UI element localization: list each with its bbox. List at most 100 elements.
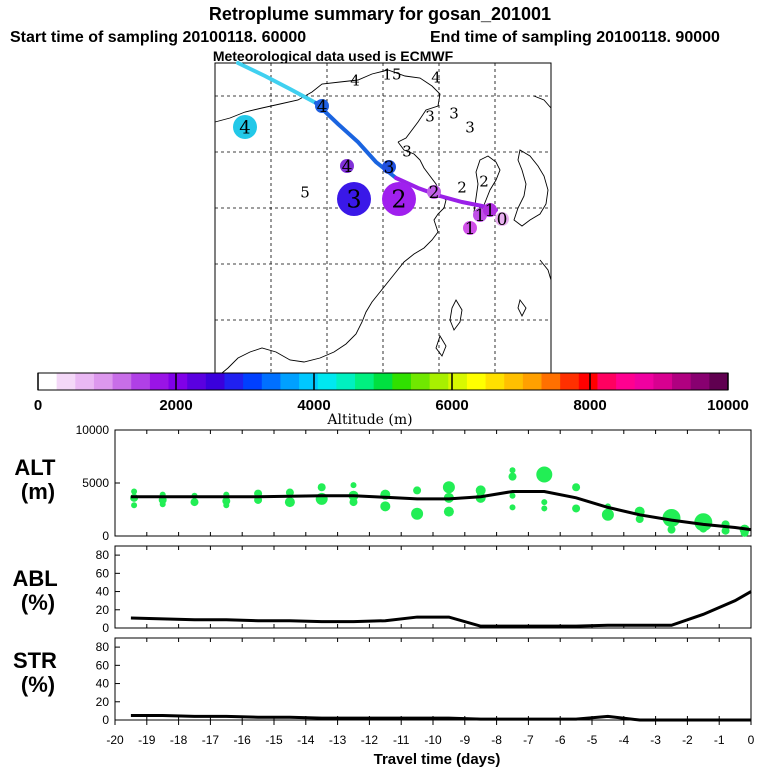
alt-scatter-point	[740, 528, 749, 537]
alt-scatter-point	[190, 498, 199, 507]
trajectory-point-label: 4	[342, 157, 353, 177]
time-series-panels: 0 5000 10000 0 20 40 60 80 0 20 40 60 80 ALT (m) A…	[13, 423, 755, 768]
str-line	[130, 713, 751, 722]
alt-scatter-point	[541, 505, 548, 512]
colorbar-swatch	[299, 373, 319, 390]
alt-scatter-point	[159, 501, 166, 508]
figure-title: Retroplume summary for gosan_201001	[209, 4, 551, 24]
alt-scatter-point	[475, 485, 486, 496]
colorbar-swatch	[149, 373, 170, 390]
colorbar-swatch	[448, 373, 468, 390]
trajectory-point-label: 1	[485, 201, 496, 221]
trajectory-point-label: 3	[425, 107, 435, 125]
x-tick-label: -17	[202, 733, 220, 747]
alt-scatter-point	[285, 488, 294, 497]
trajectory-point-marker	[427, 185, 441, 199]
colorbar-swatch	[317, 373, 337, 390]
y-tick-label: 5000	[82, 476, 109, 490]
y-tick-label: 60	[96, 566, 110, 580]
alt-scatter-point	[317, 483, 326, 492]
alt-scatter-point	[699, 524, 708, 533]
trajectory-path-segment-upper	[236, 61, 318, 105]
trajectory-point-label: 4	[317, 97, 328, 117]
alt-scatter-point	[131, 488, 138, 495]
trajectory-point-label: 4	[431, 68, 441, 86]
trajectory-point-label: 0	[497, 210, 508, 230]
colorbar-swatch	[672, 373, 692, 390]
trajectory-point-label: 4	[350, 71, 360, 89]
x-tick-label: -14	[297, 733, 315, 747]
x-tick-label: -7	[523, 733, 534, 747]
trajectory-point-marker	[463, 221, 477, 235]
colorbar-tick-label: 2000	[159, 397, 192, 414]
alt-scatter-point	[572, 483, 581, 492]
colorbar-ticks: 0 2000 4000 6000 8000 10000	[34, 373, 749, 414]
y-tick-label: 0	[102, 529, 109, 543]
colorbar-tick-label: 0	[34, 397, 42, 414]
x-tick-label: -4	[618, 733, 629, 747]
str-axis-label: STR (%)	[13, 648, 63, 697]
alt-scatter-point	[721, 526, 730, 535]
y-tick-label: 20	[96, 603, 110, 617]
trajectory-point-marker	[382, 160, 396, 174]
colorbar-swatch	[280, 373, 300, 390]
x-tick-label: -13	[329, 733, 347, 747]
colorbar-swatch	[522, 373, 543, 390]
colorbar-tick-label: 6000	[435, 397, 468, 414]
colorbar-swatch	[355, 373, 375, 390]
str-panel-frame	[114, 637, 752, 721]
trajectory-point-label: 3	[384, 158, 395, 178]
x-tick-label: -16	[234, 733, 252, 747]
altitude-colorbar: 0 2000 4000 6000 8000 10000 Altitude (m)	[34, 372, 749, 428]
trajectory-point-label: 3	[402, 142, 412, 160]
colorbar-swatch	[187, 373, 207, 390]
colorbar-swatch	[578, 373, 598, 390]
x-tick-label: -18	[170, 733, 188, 747]
colorbar-swatch	[56, 373, 76, 390]
met-data-label: Meteorological data used is ECMWF	[213, 48, 454, 64]
str-axis-label-line2: (%)	[21, 672, 55, 697]
x-tick-label: -2	[682, 733, 693, 747]
y-tick-label: 80	[96, 548, 110, 562]
trajectory-point-marker	[233, 115, 257, 139]
colorbar-tick-label: 4000	[297, 397, 330, 414]
y-tick-label: 10000	[76, 423, 110, 437]
alt-scatter-point	[601, 508, 614, 521]
x-tick-label: -8	[491, 733, 502, 747]
colorbar-tick-label: 8000	[573, 397, 606, 414]
colorbar-swatch	[709, 373, 729, 390]
abl-axis-label: ABL (%)	[13, 566, 64, 615]
trajectory-point-label: 3	[465, 118, 475, 136]
map-graticule	[215, 63, 551, 373]
x-tick-label: -20	[106, 733, 124, 747]
colorbar-swatch	[597, 373, 617, 390]
x-tick-label: -11	[393, 733, 410, 747]
colorbar-swatch	[653, 373, 673, 390]
trajectory-point-label: 3	[449, 104, 459, 122]
colorbar-tick-label: 10000	[707, 397, 749, 414]
alt-axis-label: ALT (m)	[14, 455, 61, 504]
alt-scatter-point	[131, 502, 138, 509]
str-plot: 0 20 40 60 80	[96, 638, 751, 727]
trajectory-point-label: 15	[382, 65, 401, 83]
colorbar-swatch	[75, 373, 95, 390]
str-axis-label-line1: STR	[13, 648, 57, 673]
alt-scatter-point	[635, 515, 644, 524]
colorbar-swatch	[205, 373, 225, 390]
colorbar-swatch	[112, 373, 132, 390]
alt-scatter-point	[349, 498, 358, 507]
colorbar-swatch	[224, 373, 244, 390]
x-tick-label: 0	[748, 733, 755, 747]
colorbar-swatch	[373, 373, 393, 390]
alt-plot: 0 5000 10000	[76, 423, 752, 543]
alt-axis-label-line2: (m)	[21, 479, 55, 504]
alt-scatter-point	[508, 472, 517, 481]
y-tick-label: 0	[102, 713, 109, 727]
alt-scatter-point	[509, 504, 516, 511]
y-tick-label: 80	[96, 640, 110, 654]
colorbar-swatch	[504, 373, 524, 390]
colorbar-swatch	[131, 373, 151, 390]
alt-median-line	[130, 489, 752, 532]
